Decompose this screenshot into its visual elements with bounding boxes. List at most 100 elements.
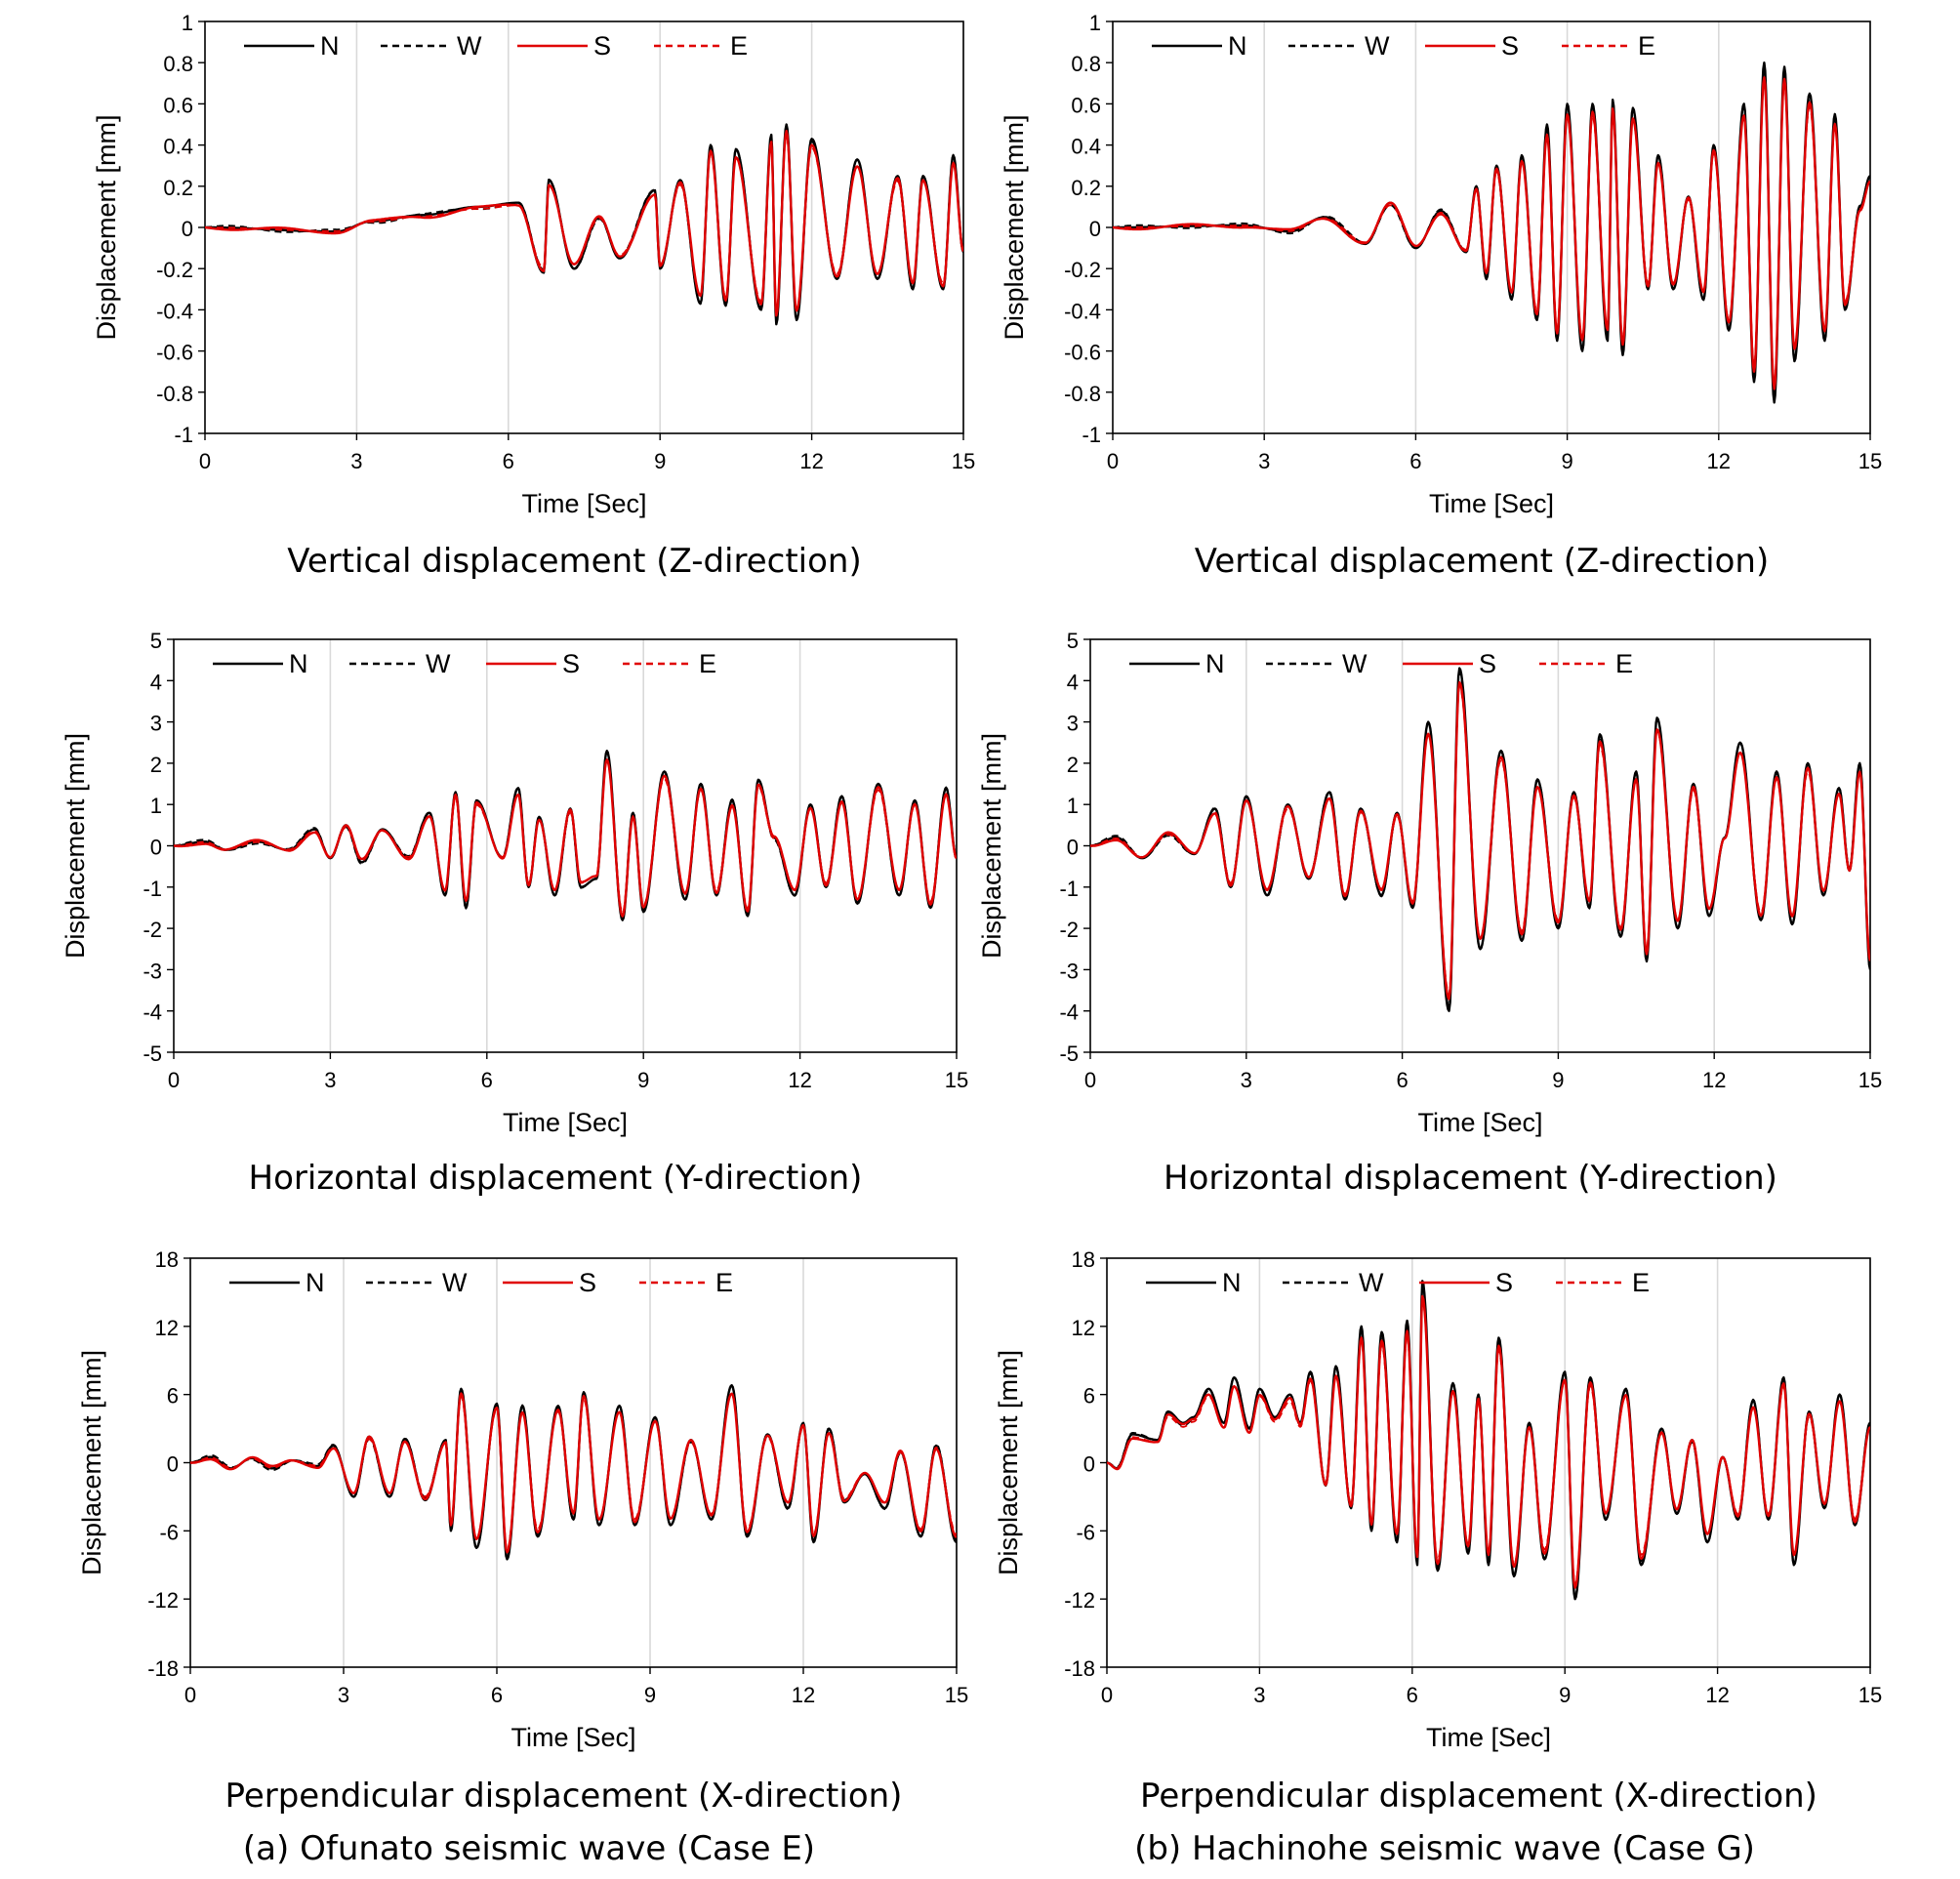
chart3-ytick-label: 0.6 bbox=[1071, 93, 1101, 117]
chart1-x-axis-title: Time [Sec] bbox=[503, 1108, 628, 1137]
chart5-y-axis-title: Displacement [mm] bbox=[994, 1350, 1023, 1575]
chart3-ytick-label: 0.2 bbox=[1071, 176, 1101, 200]
chart1-y-axis-title: Displacement [mm] bbox=[61, 733, 90, 959]
chart2-series-E-line bbox=[190, 1392, 957, 1551]
chart5-series-W-line bbox=[1107, 1283, 1870, 1598]
chart3-y-axis-title: Displacement [mm] bbox=[1000, 114, 1029, 340]
chart0-xtick-label: 0 bbox=[199, 449, 211, 473]
chart3-xtick-label: 9 bbox=[1561, 449, 1572, 473]
chart5-legend-label-W: W bbox=[1359, 1268, 1384, 1297]
chart1-ytick-label: -5 bbox=[143, 1042, 162, 1066]
chart4-ytick-label: -3 bbox=[1059, 959, 1079, 983]
chart2-xtick-label: 12 bbox=[792, 1683, 815, 1707]
chart0-xtick-label: 6 bbox=[503, 449, 514, 473]
chart-panel-hachinohe-z: 10.80.60.40.20-0.2-0.4-0.6-0.8-10 3 6 9 12 15… bbox=[1000, 11, 1882, 581]
chart0-ytick-label: -0.8 bbox=[156, 382, 193, 406]
chart1-series-E-line bbox=[174, 759, 957, 914]
chart3-legend-label-W: W bbox=[1365, 31, 1390, 61]
chart4-ytick-label: -4 bbox=[1059, 1001, 1079, 1025]
chart4-ytick-label: -5 bbox=[1059, 1042, 1079, 1066]
chart4-ytick-label: 3 bbox=[1067, 712, 1079, 736]
figure-caption-right: (b) Hachinohe seismic wave (Case G) bbox=[1134, 1829, 1755, 1868]
chart1-ytick-label: 3 bbox=[150, 712, 162, 736]
chart2-ytick-label: 12 bbox=[155, 1316, 179, 1340]
chart5-legend-label-N: N bbox=[1222, 1268, 1242, 1297]
chart0-legend-label-E: E bbox=[730, 31, 748, 61]
chart3-ytick-label: 0.4 bbox=[1071, 135, 1101, 159]
chart2-legend-label-N: N bbox=[306, 1268, 325, 1297]
chart0-x-axis-title: Time [Sec] bbox=[521, 489, 646, 518]
chart0-legend-label-S: S bbox=[593, 31, 611, 61]
chart3-xtick-label: 0 bbox=[1107, 449, 1119, 473]
chart3-xtick-label: 3 bbox=[1258, 449, 1270, 473]
chart5-ytick-label: 12 bbox=[1072, 1316, 1095, 1340]
chart1-caption: Horizontal displacement (Y-direction) bbox=[249, 1159, 863, 1198]
chart3-xtick-label: 6 bbox=[1409, 449, 1421, 473]
chart3-xtick-label: 15 bbox=[1858, 449, 1882, 473]
chart2-series-W-line bbox=[190, 1384, 957, 1558]
chart4-legend-label-S: S bbox=[1479, 649, 1496, 678]
chart2-xtick-label: 6 bbox=[491, 1683, 503, 1707]
chart5-xtick-label: 0 bbox=[1101, 1683, 1113, 1707]
chart3-ytick-label: -0.4 bbox=[1064, 299, 1101, 323]
chart2-series-S-line bbox=[190, 1392, 957, 1554]
chart5-ytick-label: 18 bbox=[1072, 1247, 1095, 1272]
chart0-ytick-label: 0.4 bbox=[163, 135, 193, 159]
chart4-series-N-line bbox=[1090, 667, 1870, 1012]
chart1-xtick-label: 9 bbox=[637, 1068, 649, 1092]
chart3-ytick-label: -0.6 bbox=[1064, 341, 1101, 365]
chart4-ytick-label: -2 bbox=[1059, 918, 1079, 942]
chart0-y-axis-title: Displacement [mm] bbox=[92, 114, 121, 340]
chart1-xtick-label: 12 bbox=[788, 1068, 811, 1092]
chart5-ytick-label: 0 bbox=[1083, 1452, 1095, 1477]
chart4-ytick-label: 5 bbox=[1067, 629, 1079, 653]
chart0-ytick-label: -0.4 bbox=[156, 299, 193, 323]
chart1-ytick-label: 1 bbox=[150, 794, 162, 818]
chart0-xtick-label: 3 bbox=[350, 449, 362, 473]
chart1-plot-frame bbox=[173, 638, 958, 1053]
chart5-ytick-label: -12 bbox=[1064, 1588, 1095, 1613]
chart1-ytick-label: 5 bbox=[150, 629, 162, 653]
chart4-y-axis-title: Displacement [mm] bbox=[977, 733, 1006, 959]
chart0-ytick-label: 0 bbox=[182, 217, 193, 241]
chart4-legend-label-W: W bbox=[1342, 649, 1368, 678]
chart1-legend-label-E: E bbox=[699, 649, 716, 678]
chart2-ytick-label: 0 bbox=[167, 1452, 179, 1477]
chart5-legend-label-E: E bbox=[1632, 1268, 1650, 1297]
chart4-legend-label-N: N bbox=[1205, 649, 1225, 678]
chart2-x-axis-title: Time [Sec] bbox=[510, 1723, 635, 1752]
chart0-ytick-label: 0.8 bbox=[163, 52, 193, 76]
chart4-ytick-label: -1 bbox=[1059, 877, 1079, 901]
chart3-ytick-label: -1 bbox=[1082, 423, 1101, 447]
figure-caption-left: (a) Ofunato seismic wave (Case E) bbox=[243, 1829, 815, 1868]
chart4-ytick-label: 0 bbox=[1067, 836, 1079, 860]
chart2-legend-label-S: S bbox=[579, 1268, 596, 1297]
chart3-legend-label-N: N bbox=[1228, 31, 1247, 61]
chart3-xtick-label: 12 bbox=[1707, 449, 1731, 473]
chart0-ytick-label: -0.6 bbox=[156, 341, 193, 365]
chart4-series-S-line bbox=[1090, 680, 1870, 1001]
chart1-ytick-label: -3 bbox=[143, 959, 162, 983]
chart1-xtick-label: 3 bbox=[324, 1068, 336, 1092]
chart4-series-W-line bbox=[1090, 671, 1870, 1007]
chart1-ytick-label: 2 bbox=[150, 753, 162, 777]
chart5-ytick-label: 6 bbox=[1083, 1384, 1095, 1409]
chart4-ytick-label: 4 bbox=[1067, 670, 1079, 694]
chart3-legend-label-E: E bbox=[1638, 31, 1655, 61]
chart4-x-axis-title: Time [Sec] bbox=[1417, 1108, 1542, 1137]
chart1-series-S-line bbox=[174, 758, 957, 918]
chart5-x-axis-title: Time [Sec] bbox=[1426, 1723, 1551, 1752]
chart0-ytick-label: 0.6 bbox=[163, 93, 193, 117]
chart0-ytick-label: 1 bbox=[182, 11, 193, 35]
chart3-ytick-label: 0 bbox=[1089, 217, 1101, 241]
chart2-y-axis-title: Displacement [mm] bbox=[77, 1350, 106, 1575]
chart5-xtick-label: 6 bbox=[1407, 1683, 1418, 1707]
chart4-caption: Horizontal displacement (Y-direction) bbox=[1164, 1159, 1777, 1198]
chart1-xtick-label: 6 bbox=[481, 1068, 493, 1092]
chart0-series-E-line bbox=[205, 134, 963, 316]
chart0-series-S-line bbox=[205, 129, 963, 317]
